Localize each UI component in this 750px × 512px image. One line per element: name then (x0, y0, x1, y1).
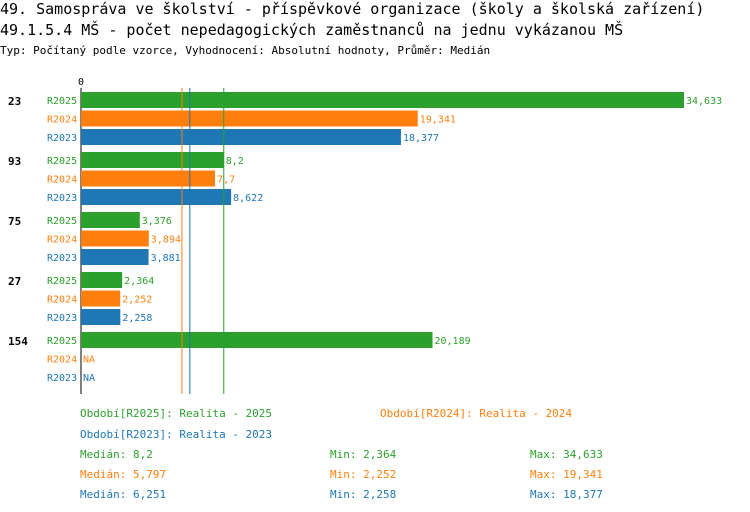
max-r2024: Max: 19,341 (530, 468, 603, 481)
max-r2023: Max: 18,377 (530, 488, 603, 501)
min-r2023: Min: 2,258 (330, 488, 397, 501)
bar-r2025 (81, 152, 224, 168)
category-label: 75 (8, 215, 21, 228)
series-label-r2024: R2024 (47, 175, 77, 186)
series-label-r2024: R2024 (47, 235, 77, 246)
bar-r2025 (81, 212, 140, 228)
category-label: 93 (8, 155, 21, 168)
bar-chart: 0 23 R2025 34,633 R2024 19,341 R2023 18,377 93 R2… (8, 77, 722, 394)
min-r2024: Min: 2,252 (330, 468, 397, 481)
bar-r2023 (81, 189, 232, 205)
chart-subtitle-indicator: 49.1.5.4 MŠ - počet nepedagogických zamě… (0, 21, 624, 39)
data-label: 7,7 (217, 175, 235, 186)
bar-r2025 (81, 92, 684, 108)
legend-r2023: Období[R2023]: Realita - 2023 (80, 428, 273, 441)
bar-r2023 (81, 129, 401, 145)
bar-r2024 (81, 170, 216, 187)
series-label-r2025: R2025 (47, 96, 77, 107)
median-r2025: Medián: 8,2 (80, 448, 153, 461)
category-label: 23 (8, 95, 21, 108)
data-label: 2,364 (124, 276, 154, 287)
bar-r2024 (81, 230, 149, 247)
series-label-r2024: R2024 (47, 115, 77, 126)
series-label-r2023: R2023 (47, 373, 77, 384)
data-label: NA (83, 373, 95, 384)
data-label: 3,376 (142, 216, 172, 227)
data-label: 2,258 (122, 313, 152, 324)
series-label-r2025: R2025 (47, 216, 77, 227)
data-label: 2,252 (122, 295, 152, 306)
series-label-r2023: R2023 (47, 253, 77, 264)
bar-r2023 (81, 309, 121, 325)
data-label: 34,633 (686, 96, 722, 107)
bar-r2024 (81, 110, 418, 127)
min-r2025: Min: 2,364 (330, 448, 397, 461)
data-label: 3,894 (151, 235, 181, 246)
legend-r2025: Období[R2025]: Realita - 2025 (80, 407, 273, 420)
series-label-r2023: R2023 (47, 313, 77, 324)
median-r2024: Medián: 5,797 (80, 468, 167, 481)
series-label-r2025: R2025 (47, 336, 77, 347)
legend-r2024: Období[R2024]: Realita - 2024 (380, 407, 573, 420)
series-label-r2023: R2023 (47, 193, 77, 204)
bar-r2025 (81, 272, 123, 288)
chart-type-note: Typ: Počítaný podle vzorce, Vyhodnocení:… (0, 44, 491, 57)
series-label-r2024: R2024 (47, 295, 77, 306)
chart-title: 49. Samospráva ve školství - příspěvkové… (0, 0, 705, 18)
x-axis-zero-label: 0 (78, 77, 84, 88)
data-label: 18,377 (403, 133, 439, 144)
bar-r2023 (81, 249, 149, 265)
max-r2025: Max: 34,633 (530, 448, 603, 461)
data-label: 20,189 (435, 336, 471, 347)
category-label: 154 (8, 335, 28, 348)
series-label-r2024: R2024 (47, 355, 77, 366)
category-label: 27 (8, 275, 21, 288)
series-label-r2023: R2023 (47, 133, 77, 144)
series-label-r2025: R2025 (47, 276, 77, 287)
data-label: 19,341 (420, 115, 456, 126)
data-label: 3,881 (151, 253, 181, 264)
bar-r2024 (81, 290, 121, 307)
data-label: 8,622 (233, 193, 263, 204)
bar-r2025 (81, 332, 433, 348)
data-label: NA (83, 355, 95, 366)
data-label: 8,2 (226, 156, 244, 167)
median-r2023: Medián: 6,251 (80, 488, 167, 501)
series-label-r2025: R2025 (47, 156, 77, 167)
